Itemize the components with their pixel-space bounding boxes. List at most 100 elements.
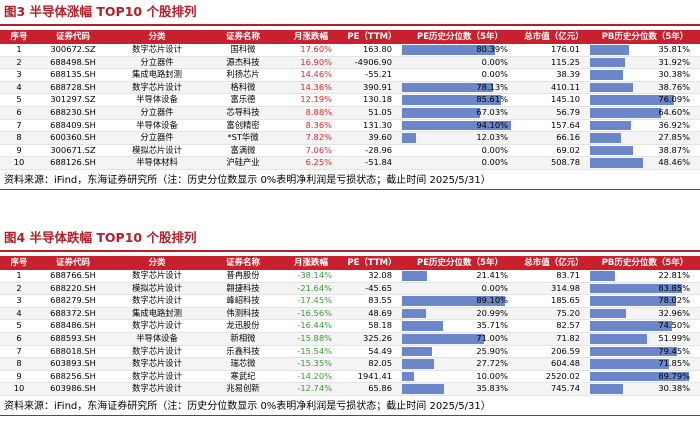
name-cell: 伟测科技 bbox=[206, 307, 280, 321]
name-cell: 富乐德 bbox=[206, 93, 280, 107]
pb-percentile-cell: 78.02% bbox=[590, 294, 700, 308]
rank-cell: 5 bbox=[0, 93, 38, 107]
category-cell: 数字芯片设计 bbox=[108, 81, 206, 95]
pb-percentile-cell-value: 89.79% bbox=[658, 370, 690, 381]
pe-percentile-cell: 0.00% bbox=[402, 68, 518, 82]
column-header: 证券名称 bbox=[206, 30, 280, 44]
pe-percentile-cell-value: 35.71% bbox=[476, 320, 508, 331]
pe-cell: 58.18 bbox=[342, 319, 402, 333]
table-header-row: 序号 证券代码 分类 证券名称 月涨跌幅 PE（TTM） PE历史分位数（5年） 总市值（亿元… bbox=[0, 256, 700, 270]
name-cell: 沪硅产业 bbox=[206, 156, 280, 170]
pe-percentile-cell-value: 94.10% bbox=[476, 119, 508, 130]
figure-3-source-rule bbox=[0, 188, 700, 190]
rank-cell: 1 bbox=[0, 44, 38, 57]
category-cell: 数字芯片设计 bbox=[108, 319, 206, 333]
pb-percentile-cell: 36.92% bbox=[590, 119, 700, 133]
column-header: PB历史分位数（5年） bbox=[590, 256, 700, 270]
table-row: 7 688409.SH 半导体设备 富创精密 8.36% 131.30 94.10% 157.… bbox=[0, 119, 700, 133]
pe-percentile-cell-value: 85.61% bbox=[476, 94, 508, 105]
pb-percentile-cell-value: 38.87% bbox=[658, 144, 690, 155]
table-row: 5 301297.SZ 半导体设备 富乐德 12.19% 130.18 85.61% 145.… bbox=[0, 93, 700, 107]
column-header: 总市值（亿元） bbox=[518, 256, 590, 270]
figure-3: 图3 半导体涨幅 TOP10 个股排列 序号 证券代码 分类 证券名称 月涨跌幅 PE（T… bbox=[0, 0, 700, 190]
figure-3-title: 图3 半导体涨幅 TOP10 个股排列 bbox=[4, 4, 197, 19]
name-cell: *ST华微 bbox=[206, 131, 280, 145]
name-cell: 新相微 bbox=[206, 332, 280, 346]
table-row: 7 688018.SH 数字芯片设计 乐鑫科技 -15.54% 54.49 25.90% 20… bbox=[0, 345, 700, 359]
rank-cell: 10 bbox=[0, 382, 38, 396]
pe-percentile-cell-value: 20.99% bbox=[476, 307, 508, 318]
market-cap-cell: 206.59 bbox=[518, 345, 590, 359]
code-cell: 301297.SZ bbox=[38, 93, 108, 107]
market-cap-cell: 508.78 bbox=[518, 156, 590, 170]
change-cell: -15.54% bbox=[280, 345, 342, 359]
market-cap-cell: 115.25 bbox=[518, 56, 590, 70]
pe-percentile-cell-value: 35.83% bbox=[476, 383, 508, 394]
pb-percentile-cell-bar bbox=[590, 145, 633, 156]
pb-percentile-cell: 38.87% bbox=[590, 144, 700, 158]
change-cell: 8.88% bbox=[280, 106, 342, 120]
table-row: 1 300672.SZ 数字芯片设计 国科微 17.60% 163.80 80.39% 176… bbox=[0, 44, 700, 57]
change-cell: 7.82% bbox=[280, 131, 342, 145]
market-cap-cell: 38.39 bbox=[518, 68, 590, 82]
name-cell: 普冉股份 bbox=[206, 270, 280, 283]
table-row: 4 688728.SH 数字芯片设计 格科微 14.36% 390.91 78.13% 410… bbox=[0, 81, 700, 95]
pb-percentile-cell-bar bbox=[590, 82, 633, 93]
code-cell: 688728.SH bbox=[38, 81, 108, 95]
pb-percentile-cell-value: 36.92% bbox=[658, 119, 690, 130]
column-header: 证券名称 bbox=[206, 256, 280, 270]
table-row: 6 688230.SH 分立器件 芯导科技 8.88% 51.05 67.03% 56.79 6… bbox=[0, 106, 700, 120]
table-row: 10 603986.SH 数字芯片设计 兆易创新 -12.74% 65.86 35.83% 7… bbox=[0, 382, 700, 396]
pe-percentile-cell-value: 25.90% bbox=[476, 345, 508, 356]
change-cell: -16.56% bbox=[280, 307, 342, 321]
table-row: 4 688372.SH 集成电路封测 伟测科技 -16.56% 48.69 20.99% 75… bbox=[0, 307, 700, 321]
code-cell: 603893.SH bbox=[38, 357, 108, 371]
name-cell: 富创精密 bbox=[206, 119, 280, 133]
market-cap-cell: 745.74 bbox=[518, 382, 590, 396]
pb-percentile-cell-bar bbox=[590, 308, 627, 319]
name-cell: 国科微 bbox=[206, 44, 280, 57]
pe-percentile-cell: 67.03% bbox=[402, 106, 518, 120]
change-cell: -14.20% bbox=[280, 370, 342, 384]
pb-percentile-cell: 51.99% bbox=[590, 332, 700, 346]
category-cell: 模拟芯片设计 bbox=[108, 282, 206, 296]
pe-percentile-cell: 89.10% bbox=[402, 294, 518, 308]
market-cap-cell: 176.01 bbox=[518, 44, 590, 57]
change-cell: 8.36% bbox=[280, 119, 342, 133]
pe-percentile-cell: 10.00% bbox=[402, 370, 518, 384]
market-cap-cell: 145.10 bbox=[518, 93, 590, 107]
pe-percentile-cell: 0.00% bbox=[402, 156, 518, 170]
name-cell: 乐鑫科技 bbox=[206, 345, 280, 359]
pe-percentile-cell-value: 27.72% bbox=[476, 358, 508, 369]
pb-percentile-cell-value: 30.38% bbox=[658, 69, 690, 80]
category-cell: 数字芯片设计 bbox=[108, 357, 206, 371]
code-cell: 688018.SH bbox=[38, 345, 108, 359]
pb-percentile-cell-value: 71.85% bbox=[658, 358, 690, 369]
figure-4-source-rule bbox=[0, 414, 700, 416]
name-cell: 瑞芯微 bbox=[206, 357, 280, 371]
pb-percentile-cell-bar bbox=[590, 296, 676, 306]
table-row: 9 300671.SZ 模拟芯片设计 富满微 7.06% -28.96 0.00% 69.02… bbox=[0, 144, 700, 158]
pe-percentile-cell-value: 12.03% bbox=[476, 132, 508, 143]
code-cell: 300672.SZ bbox=[38, 44, 108, 57]
pb-percentile-cell-bar bbox=[590, 384, 624, 394]
pb-percentile-cell-value: 64.60% bbox=[658, 106, 690, 117]
pe-percentile-cell: 20.99% bbox=[402, 307, 518, 321]
pb-percentile-cell-bar bbox=[590, 133, 621, 143]
column-header: 证券代码 bbox=[38, 30, 108, 44]
pb-percentile-cell-bar bbox=[590, 359, 670, 369]
table-row: 8 603893.SH 数字芯片设计 瑞芯微 -15.35% 82.05 27.72% 604… bbox=[0, 357, 700, 371]
pe-percentile-cell-bar bbox=[402, 120, 512, 131]
pb-percentile-cell: 35.81% bbox=[590, 44, 700, 57]
code-cell: 300671.SZ bbox=[38, 144, 108, 158]
change-cell: -17.45% bbox=[280, 294, 342, 308]
column-header: PB历史分位数（5年） bbox=[590, 30, 700, 44]
table-row: 10 688126.SH 半导体材料 沪硅产业 6.25% -51.84 0.00% 508.… bbox=[0, 156, 700, 170]
pe-cell: 54.49 bbox=[342, 345, 402, 359]
pe-percentile-cell-bar bbox=[402, 133, 416, 143]
name-cell: 龙迅股份 bbox=[206, 319, 280, 333]
change-cell: 12.19% bbox=[280, 93, 342, 107]
pb-percentile-cell-value: 79.45% bbox=[658, 345, 690, 356]
category-cell: 数字芯片设计 bbox=[108, 294, 206, 308]
pb-percentile-cell-bar bbox=[590, 271, 616, 281]
